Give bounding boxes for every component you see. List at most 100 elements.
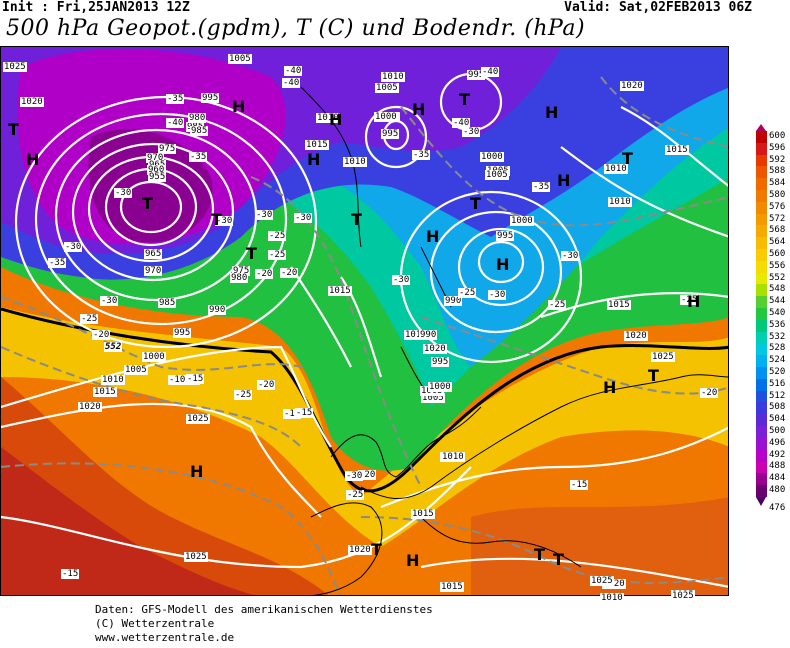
legend-swatch: [756, 343, 767, 356]
isotherm-label: -40: [282, 78, 301, 88]
isobar-label: 980: [230, 273, 249, 283]
legend-value: 480: [769, 484, 786, 495]
high-pressure-marker: H: [26, 150, 40, 169]
legend-value: 596: [769, 142, 786, 153]
isobar-label: 1000: [428, 382, 452, 392]
isotherm-label: -30: [345, 471, 364, 481]
isotherm-label: -20: [92, 330, 111, 340]
legend-row: 560: [752, 248, 788, 261]
isobar-label: 1015: [93, 387, 117, 397]
isobar-label: 1025: [590, 576, 614, 586]
low-pressure-marker: T: [246, 244, 257, 263]
legend-value: 504: [769, 414, 786, 425]
isotherm-label: -20: [700, 388, 719, 398]
legend-row: 492: [752, 449, 788, 462]
legend-swatch: [756, 437, 767, 450]
isotherm-label: -20: [280, 268, 299, 278]
legend-swatch: [756, 178, 767, 190]
high-pressure-marker: H: [687, 292, 701, 311]
legend-swatch: [756, 473, 767, 485]
isobar-label: 960: [147, 165, 166, 175]
isotherm-label: -20: [358, 470, 377, 480]
isotherm-label: -40: [284, 66, 303, 76]
footer-source: Daten: GFS-Modell des amerikanischen Wet…: [95, 603, 433, 616]
legend-row: 588: [752, 166, 788, 179]
isotherm-label: -20: [257, 380, 276, 390]
legend-row: 540: [752, 307, 788, 320]
legend-value: 544: [769, 296, 786, 307]
isobar-label: 970: [144, 266, 163, 276]
legend-value: 508: [769, 402, 786, 413]
legend-swatch: [756, 461, 767, 474]
isobar-label: 1015: [411, 509, 435, 519]
legend-swatch: [756, 284, 767, 297]
isobar-label: 1015: [665, 145, 689, 155]
isotherm-label: -30: [114, 188, 133, 198]
legend-value: 512: [769, 390, 786, 401]
low-pressure-marker: T: [459, 90, 470, 109]
legend-row: 556: [752, 260, 788, 273]
isobar-label: 995: [467, 70, 486, 80]
isotherm-label: -30: [215, 216, 234, 226]
legend-value: 536: [769, 319, 786, 330]
legend-value: 500: [769, 425, 786, 436]
legend-swatch: [756, 307, 767, 320]
legend-value-last: 476: [769, 503, 786, 513]
legend-swatch: [756, 260, 767, 273]
legend-value: 524: [769, 355, 786, 366]
legend-row: 576: [752, 201, 788, 214]
isobar-label: 1010: [441, 452, 465, 462]
field-darkred-sw: [1, 447, 254, 595]
legend-swatch: [756, 366, 767, 379]
isobar-label: 1000: [142, 352, 166, 362]
field-red-se: [471, 497, 728, 595]
high-pressure-marker: H: [406, 551, 420, 570]
isotherm-label: -25: [680, 295, 699, 305]
isobar-label: 995: [381, 129, 400, 139]
isotherm-label: -35: [532, 182, 551, 192]
isotherm-label: -30: [294, 213, 313, 223]
legend-value: 572: [769, 213, 786, 224]
isobar-label: 970: [146, 153, 165, 163]
isotherm-label: -15: [61, 569, 80, 579]
isobar-label: 1020: [20, 97, 44, 107]
legend-row: 592: [752, 154, 788, 167]
isobar-label: 985: [158, 298, 177, 308]
legend-swatch: [756, 319, 767, 332]
low-pressure-marker: T: [534, 545, 545, 564]
isobar-label: 985: [190, 126, 209, 136]
legend-swatch: [756, 213, 767, 226]
isobar-label: 1015: [328, 286, 352, 296]
isotherm-label: -10: [168, 375, 187, 385]
isobar-label: 975: [232, 266, 251, 276]
isobar-label: 1010: [343, 157, 367, 167]
isobar-label: 1015: [305, 140, 329, 150]
legend-swatch: [756, 414, 767, 426]
legend-row: 500: [752, 425, 788, 438]
legend-row: 508: [752, 402, 788, 415]
low-pressure-marker: T: [142, 194, 153, 213]
isotherm-label: -15: [186, 374, 205, 384]
low-pressure-marker: T: [622, 149, 633, 168]
color-legend: 600 596 592 588 584 580 576 572 568 564 560 556 552 5…: [752, 124, 788, 513]
legend-swatch: [756, 237, 767, 249]
isotherm-label: -15: [283, 409, 302, 419]
isotherm-label: -35: [48, 258, 67, 268]
legend-value: 588: [769, 166, 786, 177]
legend-swatch: [756, 402, 767, 415]
isobar-label: 965: [144, 249, 163, 259]
legend-value: 580: [769, 189, 786, 200]
legend-swatch: [756, 449, 767, 462]
isobar-label: 1015: [440, 582, 464, 592]
low-pressure-marker: T: [648, 366, 659, 385]
legend-row: 528: [752, 343, 788, 356]
isobar-label: 990: [419, 330, 438, 340]
legend-value: 584: [769, 178, 786, 189]
legend-row: 512: [752, 390, 788, 403]
legend-row: 496: [752, 437, 788, 450]
isobar-label: 1020: [602, 579, 626, 589]
isobar-label: 1010: [604, 164, 628, 174]
legend-value: 568: [769, 225, 786, 236]
isobar-label: 975: [158, 144, 177, 154]
legend-row: 516: [752, 378, 788, 391]
